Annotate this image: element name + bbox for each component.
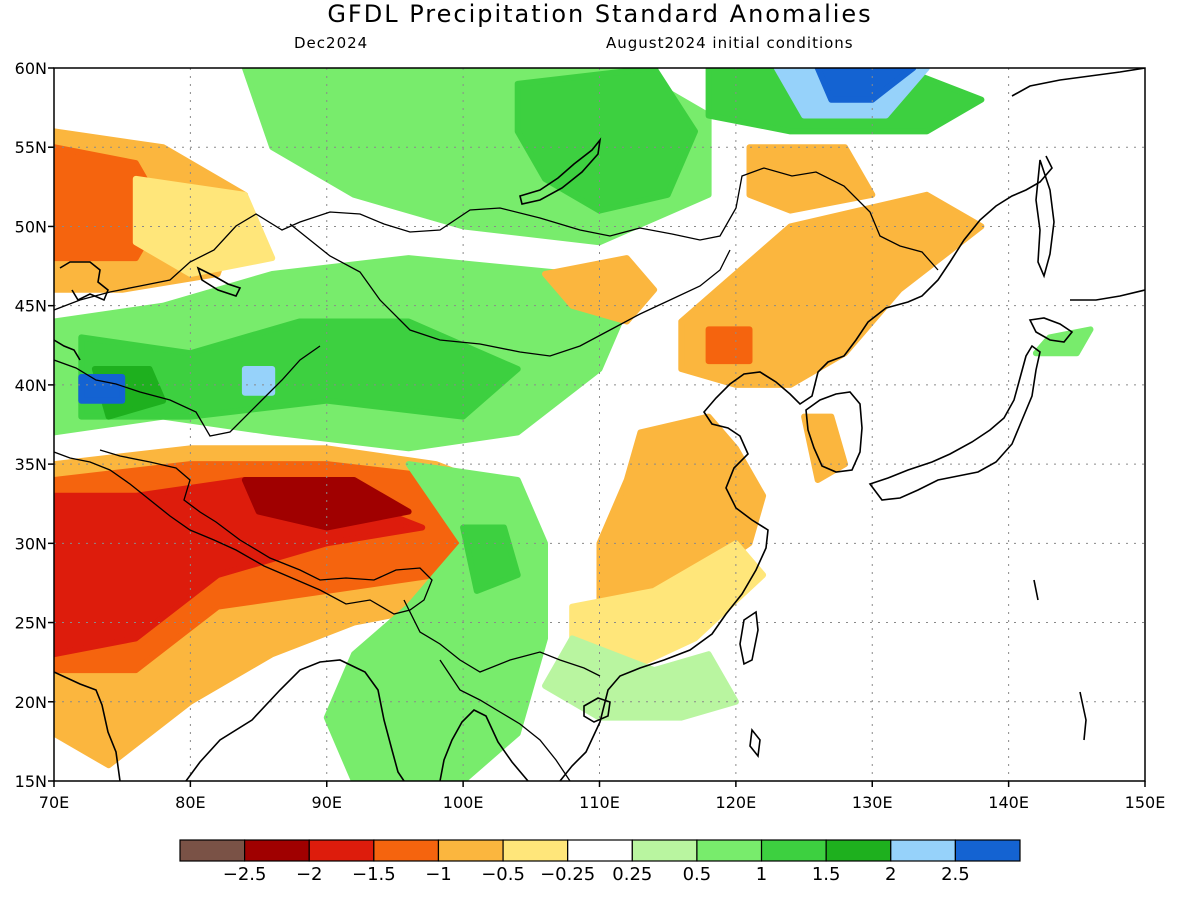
sakhalin-coastline — [1035, 159, 1055, 279]
colorbar-label: 1 — [756, 864, 767, 885]
anomaly-region-amur-dry — [746, 144, 876, 214]
anomaly-region-southeast-asia-moderate-wet — [542, 635, 739, 721]
coastlines-and-borders — [54, 68, 1145, 781]
philippines-coastline — [749, 579, 1087, 758]
colorbar-swatch — [954, 839, 1021, 862]
y-tick-label: 30N — [15, 534, 47, 553]
pacific-coastline — [1011, 68, 1145, 301]
colorbar-swatch — [373, 839, 440, 862]
anomaly-region-far-north-extreme-wet — [814, 68, 917, 103]
hainan-coastline — [583, 697, 611, 723]
y-tick-label: 55N — [15, 138, 47, 157]
anomaly-region-tibet-extreme-dry — [241, 477, 412, 531]
colorbar-swatch — [890, 839, 956, 862]
x-tick-label: 70E — [39, 793, 69, 812]
japan-coastline — [868, 317, 1074, 501]
taiwan-coastline — [739, 610, 759, 666]
x-tick-label: 80E — [175, 793, 205, 812]
y-tick-label: 60N — [15, 59, 47, 78]
map-title: GFDL Precipitation Standard Anomalies — [327, 0, 873, 28]
y-tick-label: 35N — [15, 455, 47, 474]
y-tick-label: 50N — [15, 217, 47, 236]
latitude-axis: 15N 20N 25N 30N 35N 40N 45N 50N 55N 60N — [15, 59, 54, 791]
x-tick-label: 90E — [312, 793, 342, 812]
longitude-axis: 70E 80E 90E 100E 110E 120E 130E 140E 150E — [39, 781, 1166, 812]
colorbar-label: −1 — [425, 864, 452, 885]
anomaly-region-northeast-china-dry — [678, 191, 985, 388]
lake-baikal — [519, 137, 602, 205]
colorbar-swatch — [567, 839, 633, 862]
country-borders — [54, 167, 939, 781]
x-tick-label: 150E — [1125, 793, 1166, 812]
colorbar-label: 0.5 — [683, 864, 712, 885]
y-tick-label: 20N — [15, 693, 47, 712]
mainland-coastline — [54, 155, 1053, 781]
colorbar-label: −2 — [296, 864, 323, 885]
y-tick-label: 25N — [15, 614, 47, 633]
x-tick-label: 120E — [716, 793, 757, 812]
colorbar-label: −1.5 — [352, 864, 396, 885]
colorbar-swatch — [502, 839, 569, 862]
x-tick-label: 140E — [988, 793, 1029, 812]
anomaly-region-tarim-extreme-wet — [241, 366, 276, 396]
colorbar-swatch — [825, 839, 892, 862]
colorbar-label: 2 — [885, 864, 896, 885]
colorbar-swatch — [308, 839, 375, 862]
anomaly-region-northeast-china-dry-core — [705, 326, 753, 365]
anomaly-region-mongolia-dry — [542, 255, 658, 325]
colorbar-swatch — [760, 839, 827, 862]
anomaly-region-central-asia-wet-core — [78, 318, 521, 420]
x-tick-label: 100E — [443, 793, 484, 812]
colorbar-swatch — [631, 839, 698, 862]
colorbar-swatch — [179, 839, 246, 862]
colorbar-label: 2.5 — [941, 864, 970, 885]
anomaly-region-kazakhstan-moderate-dry — [132, 175, 276, 277]
colorbar-label: 1.5 — [812, 864, 841, 885]
lake-balkhash — [196, 266, 242, 297]
colorbar: −2.5 −2 −1.5 −1 −0.5 −0.25 0.25 0.5 1 1.5 2 2.5 — [179, 839, 1021, 885]
x-tick-label: 110E — [579, 793, 620, 812]
caspian-aral-coastline — [54, 261, 109, 361]
initial-conditions-label: August2024 initial conditions — [606, 34, 854, 52]
anomaly-shading — [54, 68, 1094, 781]
colorbar-swatch — [437, 839, 504, 862]
colorbar-swatch — [244, 839, 310, 862]
anomaly-region-yunnan-wet-core — [460, 524, 521, 594]
valid-month-label: Dec2024 — [294, 34, 369, 52]
colorbar-label: −2.5 — [223, 864, 267, 885]
colorbar-swatch — [696, 839, 763, 862]
x-tick-label: 130E — [852, 793, 893, 812]
y-tick-label: 15N — [15, 772, 47, 791]
colorbar-label: −0.5 — [481, 864, 525, 885]
korea-coastline — [805, 391, 863, 473]
y-tick-label: 40N — [15, 376, 47, 395]
colorbar-label: −0.25 — [540, 864, 595, 885]
colorbar-label: 0.25 — [612, 864, 652, 885]
y-tick-label: 45N — [15, 297, 47, 316]
